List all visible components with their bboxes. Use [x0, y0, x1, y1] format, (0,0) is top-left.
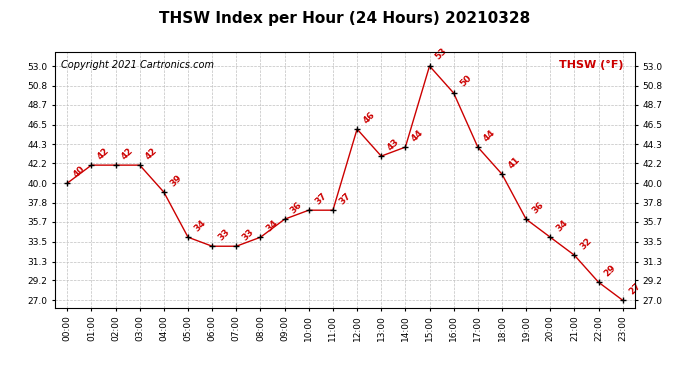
- Text: THSW (°F): THSW (°F): [559, 60, 623, 70]
- Text: 37: 37: [337, 191, 353, 206]
- Text: 29: 29: [603, 263, 618, 278]
- Text: 33: 33: [217, 227, 232, 242]
- Text: 40: 40: [72, 164, 87, 179]
- Text: 36: 36: [289, 200, 304, 215]
- Text: 27: 27: [627, 281, 642, 296]
- Text: 43: 43: [386, 136, 401, 152]
- Text: 34: 34: [555, 218, 570, 233]
- Text: Copyright 2021 Cartronics.com: Copyright 2021 Cartronics.com: [61, 60, 214, 70]
- Text: 42: 42: [96, 146, 111, 161]
- Text: 42: 42: [120, 146, 135, 161]
- Text: 34: 34: [193, 218, 208, 233]
- Text: 46: 46: [362, 110, 377, 125]
- Text: THSW Index per Hour (24 Hours) 20210328: THSW Index per Hour (24 Hours) 20210328: [159, 11, 531, 26]
- Text: 33: 33: [241, 227, 256, 242]
- Text: 36: 36: [531, 200, 546, 215]
- Text: 41: 41: [506, 154, 522, 170]
- Text: 37: 37: [313, 191, 328, 206]
- Text: 39: 39: [168, 173, 184, 188]
- Text: 34: 34: [265, 218, 280, 233]
- Text: 32: 32: [579, 236, 594, 251]
- Text: 44: 44: [410, 128, 425, 143]
- Text: 50: 50: [458, 74, 473, 89]
- Text: 53: 53: [434, 46, 449, 62]
- Text: 42: 42: [144, 146, 159, 161]
- Text: 44: 44: [482, 128, 497, 143]
